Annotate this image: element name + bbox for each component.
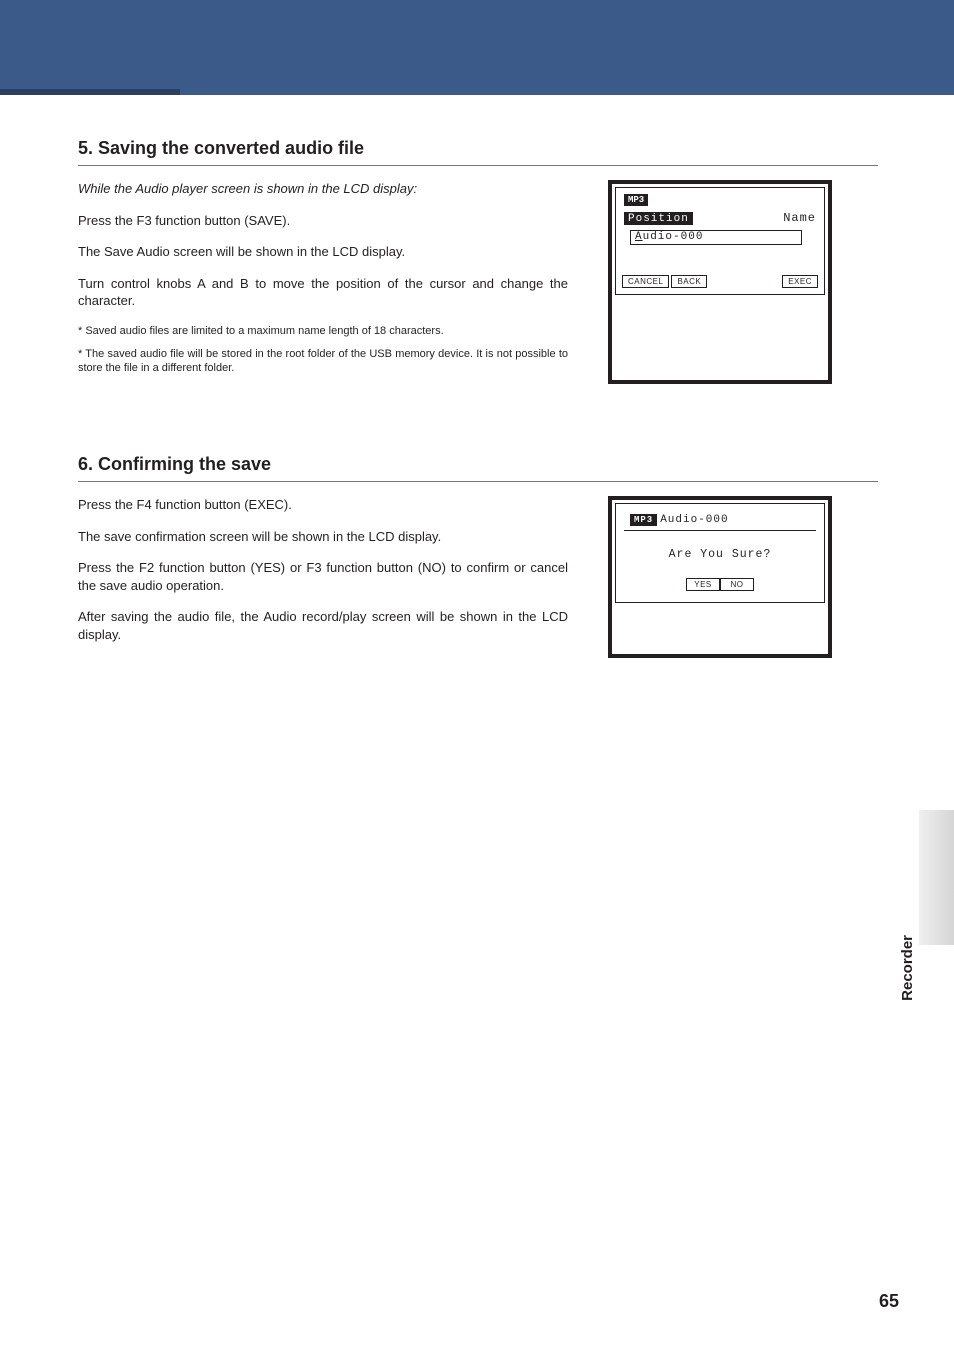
section6-p4: After saving the audio file, the Audio r… [78,608,568,643]
filename-cursor-char: A [635,231,643,243]
lcd-confirm-save: MP3 Audio-000 Are You Sure? YESNO [608,496,832,657]
page-number: 65 [879,1291,899,1312]
confirm-filename: Audio-000 [660,514,728,526]
section5-p1: Press the F3 function button (SAVE). [78,212,568,230]
section6-p3: Press the F2 function button (YES) or F3… [78,559,568,594]
confirm-message: Are You Sure? [616,548,824,561]
section5-rule [78,165,878,166]
header-bar [0,0,954,95]
filename-field[interactable]: Audio-000 [630,230,802,245]
filename-rest: udio-000 [643,231,704,243]
section6-p2: The save confirmation screen will be sho… [78,528,568,546]
mp3-badge: MP3 [624,194,648,206]
section5-intro: While the Audio player screen is shown i… [78,180,568,198]
section5-title: 5. Saving the converted audio file [78,138,878,159]
section6-rule [78,481,878,482]
exec-button[interactable]: EXEC [782,275,818,288]
section6-p1: Press the F4 function button (EXEC). [78,496,568,514]
side-tab [919,810,954,945]
section5-p2: The Save Audio screen will be shown in t… [78,243,568,261]
no-button[interactable]: NO [720,578,754,591]
side-tab-label: Recorder [899,935,916,1001]
section5-note2: * The saved audio file will be stored in… [78,347,568,377]
back-button[interactable]: BACK [671,275,707,288]
lcd-divider [624,530,816,531]
position-label: Position [624,212,693,225]
name-label: Name [783,211,816,225]
section5-note1: * Saved audio files are limited to a max… [78,324,568,339]
cancel-button[interactable]: CANCEL [622,275,669,288]
section6-title: 6. Confirming the save [78,454,878,475]
mp3-badge-2: MP3 [630,514,657,526]
lcd-save-audio: MP3 Position Name Audio-000 CANCEL [608,180,832,384]
yes-button[interactable]: YES [686,578,720,591]
section5-p3: Turn control knobs A and B to move the p… [78,275,568,310]
